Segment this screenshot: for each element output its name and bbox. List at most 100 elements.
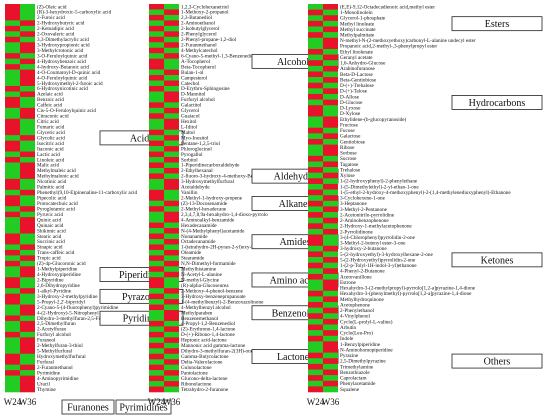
heatmap-cell [5, 370, 20, 376]
row-label: (Z)-Oleic acid [37, 3, 67, 10]
heatmap-cell [323, 43, 338, 50]
heatmap-cell [323, 122, 338, 129]
heatmap-cell [308, 26, 323, 33]
row-label: Indole [340, 336, 354, 342]
heatmap-cell [164, 337, 179, 344]
heatmap-cell [308, 93, 323, 100]
heatmap-cell [323, 279, 338, 286]
row-label: Gentiobiose [340, 139, 366, 145]
heatmap-cell [20, 178, 35, 185]
row-label: Bulan-1-ol [181, 70, 204, 76]
heatmap-cell [308, 189, 323, 196]
heatmap-cell [20, 249, 35, 256]
row-label: 1-alkyl-Pyridine [37, 288, 72, 294]
heatmap-cell [308, 212, 323, 218]
heatmap-cell [323, 93, 338, 100]
heatmap-cell [308, 88, 323, 95]
class-label: Alkanes [279, 199, 312, 210]
heatmap-cell [308, 122, 323, 129]
class-label: Hydrocarbons [469, 98, 526, 109]
row-label: Acetovanillone [340, 274, 372, 280]
row-label: Dihydro-3-methylfuran-2(3H)-one [181, 348, 254, 355]
heatmap-cell [149, 75, 164, 81]
heatmap-cell [20, 189, 35, 196]
row-label: 2-Furanmethanol [37, 365, 73, 371]
row-label: 5-(2-Hydroxyethyl)pyrrolidin-2-one [340, 256, 416, 263]
heatmap-cell [20, 118, 35, 125]
heatmap-cell [308, 144, 323, 151]
class-label: Esters [485, 19, 510, 30]
heatmap-cell [308, 77, 323, 84]
row-label: Trimethylamine [340, 364, 374, 370]
heatmap-cell [5, 25, 20, 32]
heatmap-cell [149, 370, 164, 376]
heatmap-cell [164, 359, 179, 365]
heatmap-cell [323, 150, 338, 157]
row-label: 2-Acetonitrilo-pyrrolidine [340, 212, 395, 218]
row-label: Lactic acid [37, 152, 60, 158]
row-label: Furfuryl alcohol [181, 96, 215, 103]
row-label: Malic acid [37, 163, 59, 169]
heatmap-cell [164, 381, 179, 387]
heatmap-cell [323, 296, 338, 303]
heatmap-cell [20, 173, 35, 180]
class-label-box [451, 16, 543, 32]
row-label: 4-O-Coumaroyl-D-quinic acid [37, 70, 101, 76]
row-label: Pentane-1,2,5-triol [181, 141, 220, 147]
heatmap-cell [323, 65, 338, 72]
heatmap-cell [20, 217, 35, 223]
row-label: Ethyl linolenate [340, 49, 374, 55]
heatmap-cell [149, 326, 164, 333]
heatmap-cell [323, 285, 338, 292]
heatmap-cell [308, 273, 323, 280]
heatmap-cell [308, 217, 323, 224]
class-label: Pyrazoles [122, 292, 161, 303]
row-label: D-Mannitol [181, 92, 206, 98]
heatmap-cell [323, 245, 338, 252]
heatmap-cell [323, 88, 338, 95]
heatmap-cell [164, 124, 179, 130]
heatmap-cell [5, 4, 20, 10]
heatmap-cell [164, 244, 179, 251]
heatmap-cell [308, 335, 323, 342]
row-label: Citric acid [37, 119, 59, 125]
heatmap-cell [308, 138, 323, 145]
heatmap-cell [5, 282, 20, 289]
heatmap-cell [323, 178, 338, 185]
row-label: 2-Furoic acid [37, 15, 65, 21]
heatmap-cell [149, 359, 164, 365]
column-label: W36 [163, 397, 181, 407]
heatmap-cell [164, 4, 179, 10]
heatmap-cell [164, 293, 179, 300]
heatmap-cell [164, 310, 179, 316]
row-label: 2,5-Dimethylpyrazine [340, 359, 386, 365]
class-label: Others [484, 357, 511, 368]
heatmap-cell [323, 324, 338, 331]
class-label: Acids [130, 133, 153, 144]
heatmap-cell [323, 48, 338, 55]
row-label: A-Tocopherol [181, 59, 211, 65]
row-label: Nonanamide [181, 234, 208, 240]
heatmap-cell [149, 146, 164, 152]
heatmap-cell [149, 206, 164, 212]
heatmap-cell [308, 82, 323, 89]
row-label: 4-Phenyl-2-Butanone [340, 269, 385, 275]
heatmap-cell [164, 238, 179, 245]
row-label: Geranyl acetate [340, 55, 373, 61]
heatmap-cell [149, 304, 164, 311]
column-label: W36 [19, 397, 37, 407]
heatmap-cell [308, 183, 323, 190]
row-label: Citraconic acid [37, 114, 69, 120]
row-label: 2-Isobutylglycerol [181, 26, 220, 32]
class-label: Alcohols [277, 57, 313, 68]
heatmap-cell [149, 233, 164, 240]
row-label: Fructose [340, 122, 359, 128]
heatmap-cell [308, 60, 323, 67]
heatmap-cell [308, 234, 323, 241]
heatmap-cell [164, 189, 179, 196]
heatmap-cell [323, 105, 338, 112]
row-label: (R)-alpha-Glucoseurea [181, 282, 229, 289]
heatmap-cell [164, 348, 179, 355]
heatmap-cell [149, 348, 164, 355]
row-label: Pyrazine [340, 353, 359, 359]
